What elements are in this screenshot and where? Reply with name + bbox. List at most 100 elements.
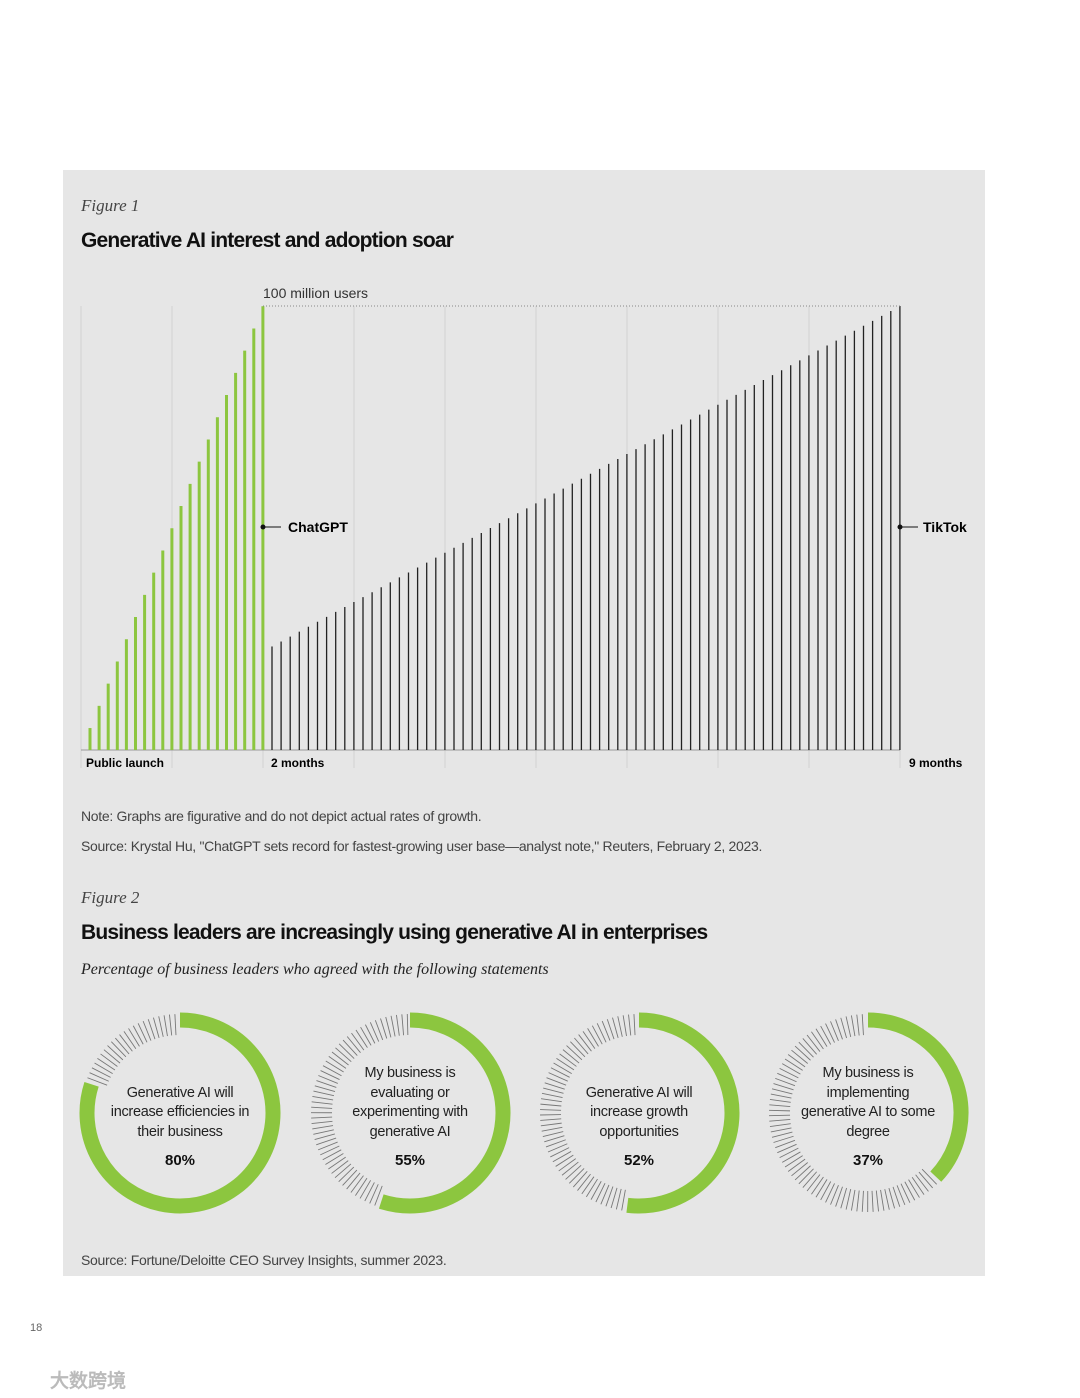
donut-arc	[626, 1012, 740, 1214]
figure-title: Business leaders are increasingly using …	[81, 921, 708, 944]
tick	[545, 1139, 566, 1148]
tick	[911, 1177, 925, 1195]
tick	[558, 1158, 577, 1172]
tick	[142, 1020, 152, 1041]
tick	[316, 1080, 337, 1088]
value-label: 55%	[394, 1152, 426, 1169]
tick	[331, 1160, 349, 1174]
tick	[601, 1020, 611, 1041]
tick	[574, 1037, 589, 1055]
top-label: 100 million users	[263, 285, 368, 301]
tick	[610, 1187, 618, 1209]
tick	[543, 1087, 564, 1094]
tick	[775, 1077, 796, 1087]
tick	[351, 1032, 365, 1051]
tick	[825, 1183, 835, 1203]
tick	[802, 1038, 818, 1055]
tick	[385, 1016, 392, 1038]
watermark: 大数跨境	[50, 1371, 127, 1392]
tick	[311, 1116, 333, 1119]
tick	[850, 1015, 856, 1037]
tick	[791, 1049, 808, 1064]
tick	[369, 1184, 379, 1204]
tick	[555, 1154, 574, 1167]
tick	[861, 1014, 864, 1036]
dot	[897, 524, 903, 530]
tick	[313, 1129, 334, 1135]
donut-chart	[79, 1012, 969, 1214]
value-label: 80%	[164, 1152, 196, 1169]
tick	[617, 1016, 623, 1037]
tick	[871, 1190, 874, 1212]
tick	[892, 1186, 901, 1207]
note: Note: Graphs are figurative and do not d…	[81, 808, 482, 824]
tick	[806, 1174, 821, 1192]
tick	[163, 1015, 168, 1037]
tick	[316, 1137, 337, 1146]
tick	[798, 1168, 814, 1185]
tick	[794, 1045, 811, 1061]
tick	[815, 1028, 828, 1047]
statement-text: My business is implementing generative A…	[801, 1065, 935, 1140]
statement: My business is evaluating or experimenti…	[340, 1052, 480, 1142]
tick	[313, 1090, 335, 1097]
tick	[771, 1131, 793, 1138]
tick	[628, 1014, 632, 1036]
tick	[835, 1186, 843, 1207]
tick	[596, 1023, 607, 1043]
tick	[103, 1049, 121, 1064]
tick	[775, 1139, 796, 1149]
tick	[123, 1031, 137, 1049]
axis-label: 2 months	[271, 756, 325, 770]
tick	[364, 1024, 376, 1044]
tick	[318, 1075, 338, 1084]
tick	[591, 1025, 603, 1045]
tick	[544, 1082, 565, 1090]
figure1-chart: 100 million users ChatGPT TikTok Public lau…	[80, 285, 967, 770]
subtitle: Percentage of business leaders who agree…	[81, 961, 549, 978]
tick	[605, 1186, 614, 1207]
tick	[355, 1029, 368, 1048]
tick	[540, 1098, 562, 1103]
figure-label: Figure 2	[81, 888, 140, 907]
tick	[769, 1098, 791, 1103]
tick	[374, 1185, 383, 1206]
tick	[346, 1036, 361, 1054]
tick	[830, 1021, 839, 1041]
tick	[328, 1156, 346, 1170]
tick	[540, 1122, 562, 1127]
tick	[158, 1016, 164, 1037]
tick	[541, 1126, 563, 1132]
tick	[779, 1147, 799, 1159]
tick	[621, 1189, 626, 1211]
tick	[550, 1067, 570, 1078]
tick	[325, 1153, 344, 1165]
tick	[787, 1054, 806, 1068]
tick	[350, 1175, 364, 1193]
tick	[364, 1182, 375, 1202]
tick	[548, 1072, 568, 1082]
tick	[562, 1049, 580, 1064]
tick	[314, 1133, 335, 1140]
tick	[107, 1045, 124, 1061]
tick	[569, 1168, 585, 1184]
tick	[547, 1143, 568, 1153]
tick	[606, 1019, 615, 1040]
statement: Generative AI will increase efficiencies…	[110, 1052, 250, 1142]
tick	[781, 1063, 801, 1075]
tick	[119, 1034, 133, 1052]
tick	[540, 1103, 562, 1107]
tick	[921, 1168, 938, 1185]
tick	[311, 1101, 333, 1105]
value-label: 52%	[623, 1152, 655, 1169]
tick	[342, 1169, 358, 1186]
tick	[777, 1143, 797, 1154]
tick	[802, 1171, 818, 1188]
tick	[311, 1106, 333, 1109]
tick	[115, 1037, 130, 1055]
tick	[314, 1085, 336, 1092]
tick	[779, 1067, 799, 1079]
tick	[585, 1178, 598, 1198]
tick	[773, 1083, 794, 1091]
tick	[769, 1109, 791, 1112]
